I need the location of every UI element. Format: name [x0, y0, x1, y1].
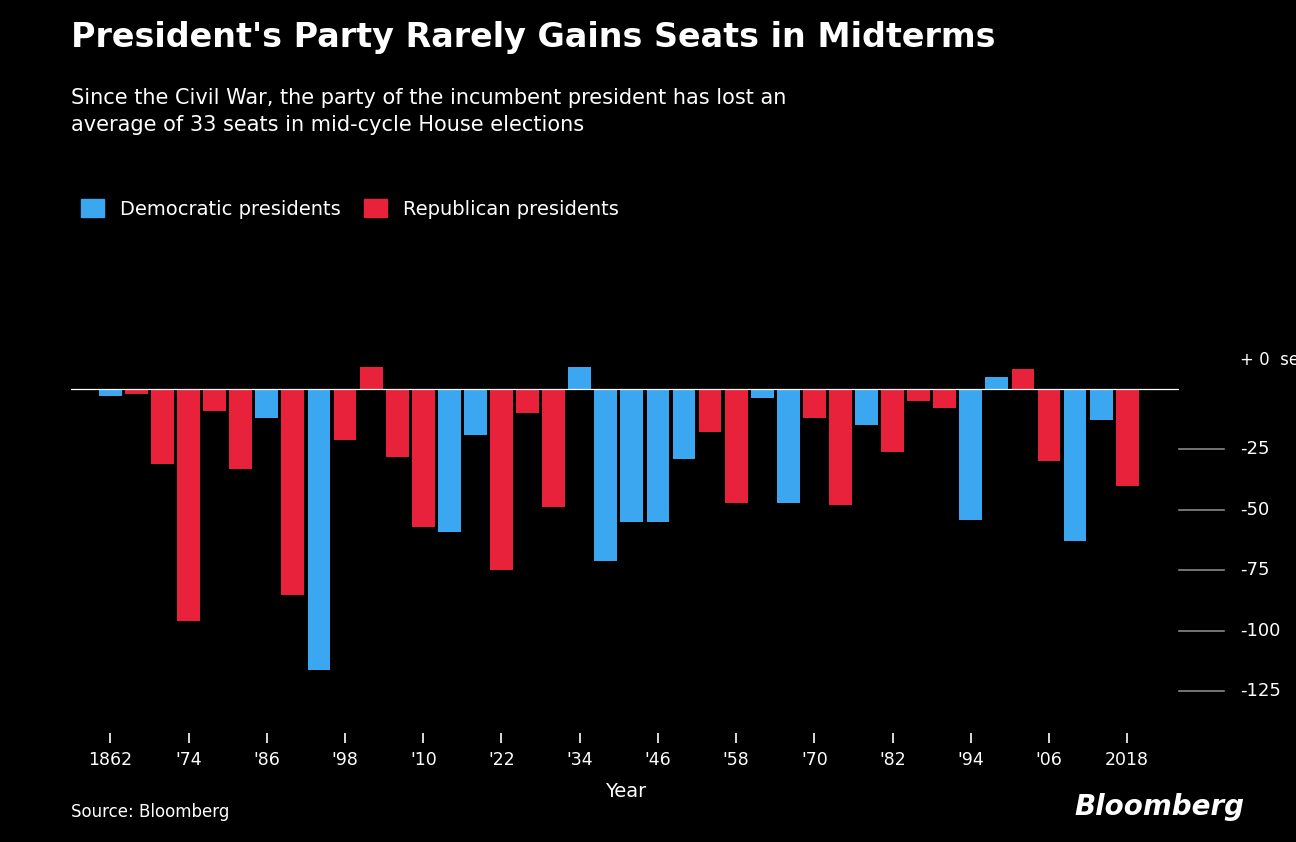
Bar — [776, 389, 800, 503]
Text: + 0  seats: + 0 seats — [1240, 351, 1296, 370]
Bar — [699, 389, 722, 432]
Bar — [152, 389, 174, 464]
Bar — [881, 389, 905, 451]
Bar — [855, 389, 877, 425]
Text: Bloomberg: Bloomberg — [1074, 793, 1244, 821]
Bar — [985, 376, 1008, 389]
Bar — [1116, 389, 1139, 486]
Bar — [333, 389, 356, 440]
Bar — [959, 389, 982, 520]
Bar — [542, 389, 565, 508]
Bar — [464, 389, 487, 434]
Bar — [412, 389, 434, 527]
Text: -25: -25 — [1240, 440, 1270, 458]
Bar — [724, 389, 748, 503]
Text: Since the Civil War, the party of the incumbent president has lost an
average of: Since the Civil War, the party of the in… — [71, 88, 787, 135]
Bar — [98, 389, 122, 396]
Text: -100: -100 — [1240, 622, 1280, 640]
Text: -75: -75 — [1240, 562, 1270, 579]
Bar — [907, 389, 931, 401]
Bar — [490, 389, 513, 570]
Text: -50: -50 — [1240, 501, 1270, 519]
Bar — [750, 389, 774, 398]
Bar — [255, 389, 279, 418]
Bar — [124, 389, 148, 393]
Bar — [804, 389, 826, 418]
Text: -125: -125 — [1240, 682, 1282, 701]
Bar — [595, 389, 617, 561]
Bar — [360, 367, 382, 389]
Bar — [568, 367, 591, 389]
Bar — [229, 389, 253, 469]
Bar — [647, 389, 669, 522]
Bar — [516, 389, 539, 413]
Text: President's Party Rarely Gains Seats in Midterms: President's Party Rarely Gains Seats in … — [71, 21, 995, 54]
Bar — [1064, 389, 1086, 541]
Legend: Democratic presidents, Republican presidents: Democratic presidents, Republican presid… — [82, 200, 618, 219]
Bar — [438, 389, 461, 531]
Bar — [621, 389, 643, 522]
Bar — [386, 389, 408, 456]
Text: Source: Bloomberg: Source: Bloomberg — [71, 803, 229, 821]
Bar — [178, 389, 200, 621]
Bar — [1038, 389, 1060, 461]
Bar — [1011, 370, 1034, 389]
Bar — [933, 389, 956, 408]
Bar — [307, 389, 330, 669]
Bar — [203, 389, 226, 411]
Bar — [673, 389, 696, 459]
X-axis label: Year: Year — [605, 782, 645, 802]
Bar — [281, 389, 305, 594]
Bar — [1090, 389, 1112, 420]
Bar — [829, 389, 851, 505]
